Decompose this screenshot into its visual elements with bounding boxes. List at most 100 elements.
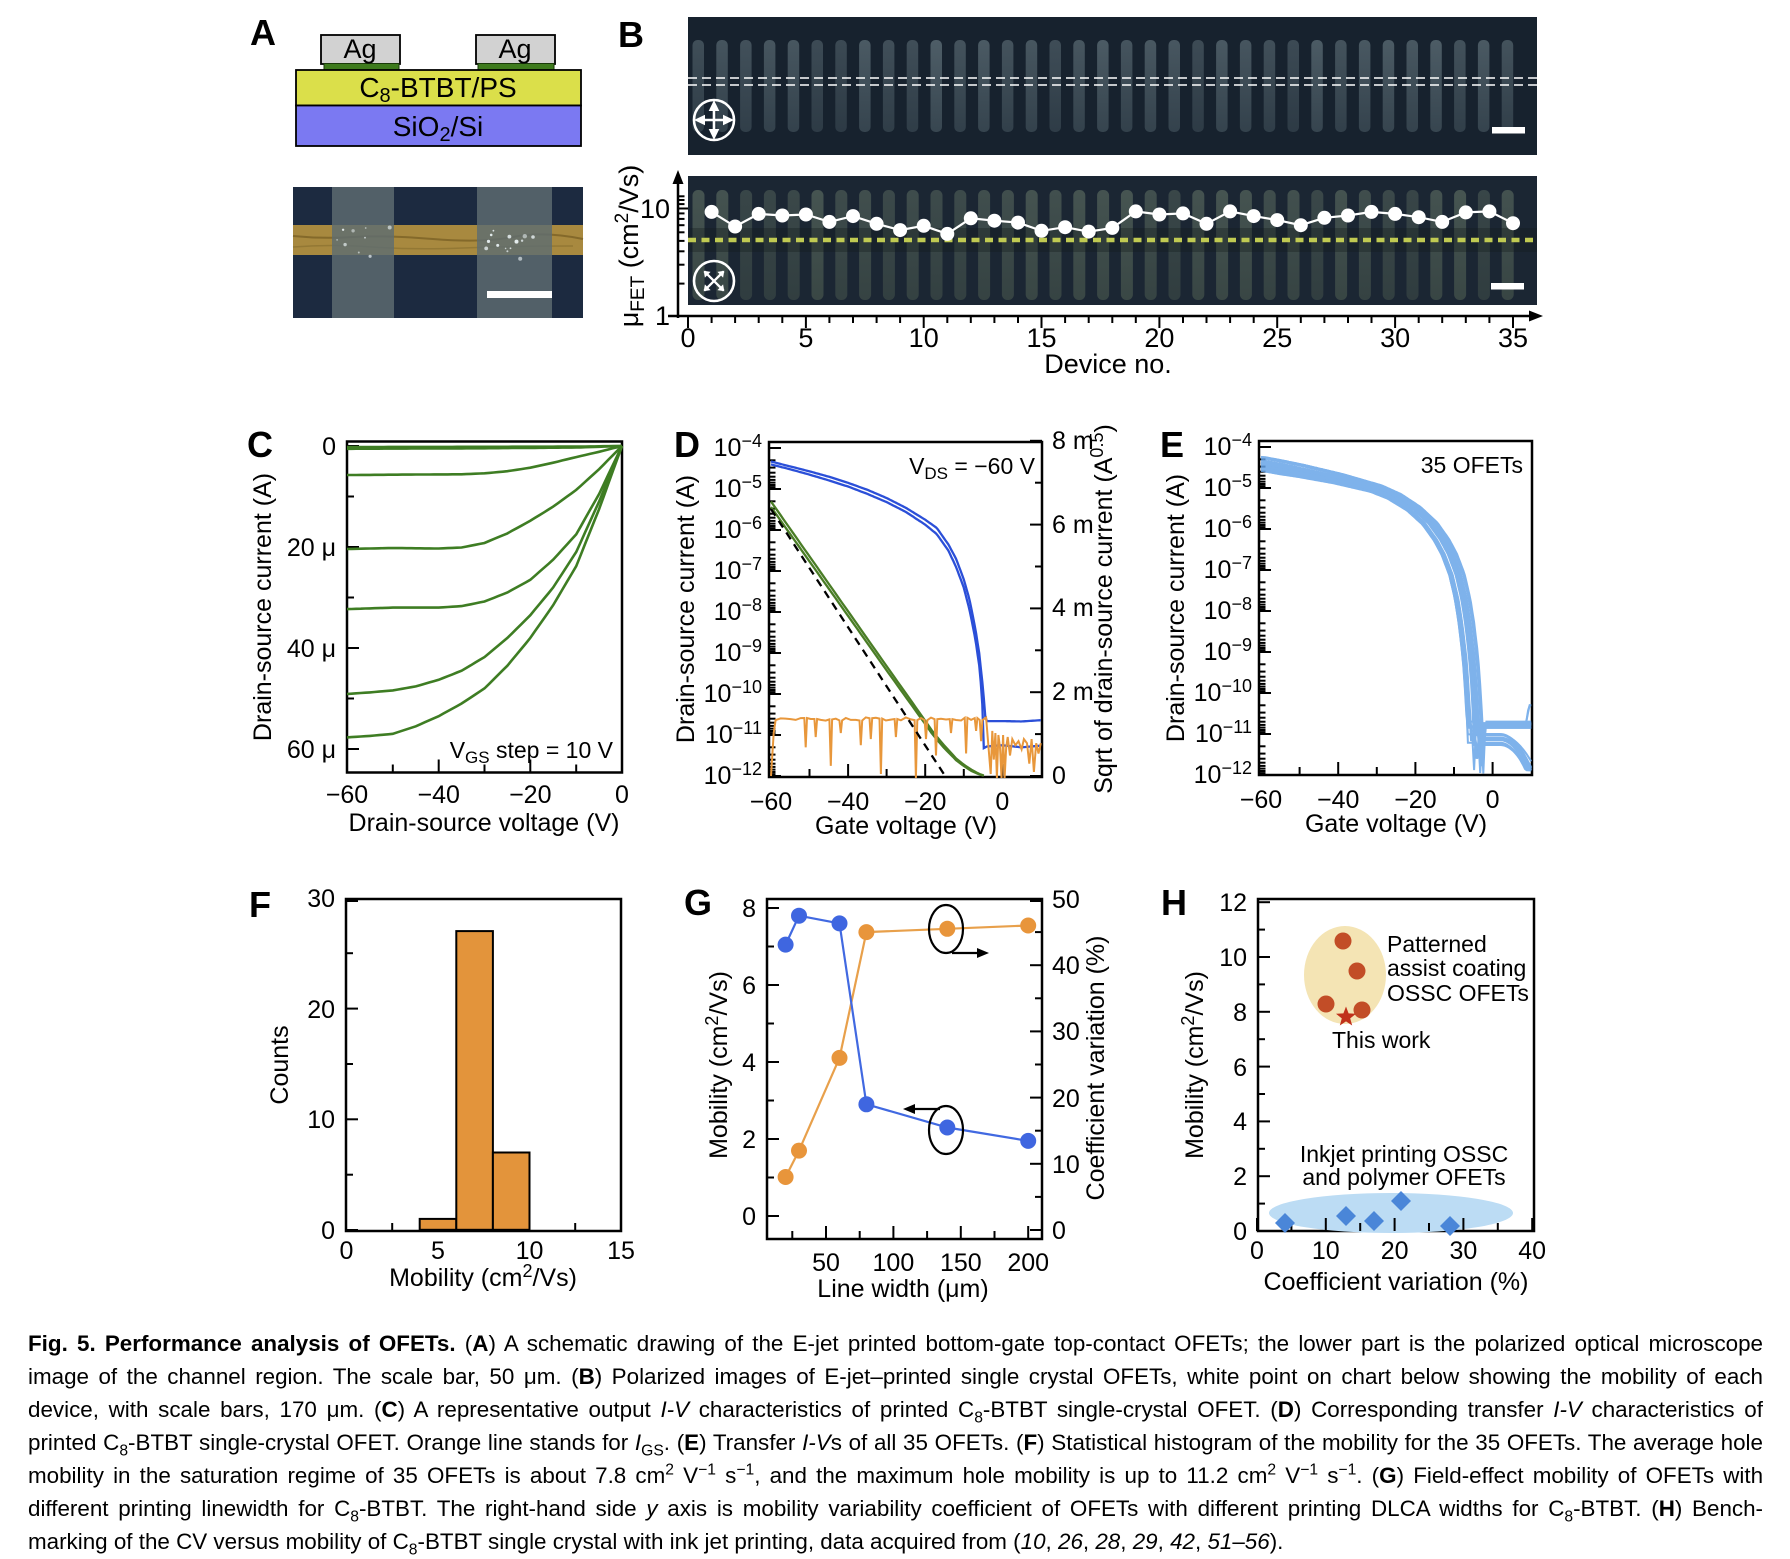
svg-text:Drain-source voltage (V): Drain-source voltage (V)	[349, 809, 620, 837]
svg-text:10−12: 10−12	[1194, 758, 1252, 789]
svg-text:Counts: Counts	[266, 1025, 294, 1104]
svg-text:10−11: 10−11	[1195, 717, 1252, 748]
svg-text:2: 2	[1233, 1163, 1247, 1191]
svg-text:Coefficient variation (%): Coefficient variation (%)	[1082, 936, 1110, 1201]
svg-text:150: 150	[940, 1249, 982, 1277]
svg-text:0: 0	[1486, 786, 1500, 814]
svg-text:Drain-source current (A): Drain-source current (A)	[249, 473, 277, 741]
svg-text:25: 25	[1262, 323, 1292, 353]
svg-text:A: A	[250, 12, 276, 53]
svg-text:−60: −60	[326, 781, 368, 809]
svg-text:60 μ: 60 μ	[287, 736, 336, 764]
svg-text:Patterned: Patterned	[1387, 931, 1487, 957]
svg-text:10: 10	[1312, 1237, 1340, 1265]
svg-text:B: B	[618, 14, 644, 55]
svg-text:10−12: 10−12	[704, 759, 762, 790]
svg-text:10−4: 10−4	[1204, 430, 1252, 461]
svg-text:H: H	[1161, 882, 1187, 923]
svg-text:5: 5	[431, 1237, 445, 1265]
svg-text:10: 10	[1052, 1151, 1080, 1179]
svg-text:−40: −40	[1317, 786, 1359, 814]
svg-text:10−10: 10−10	[1194, 676, 1252, 707]
svg-text:F: F	[249, 884, 271, 925]
svg-text:20: 20	[1144, 323, 1174, 353]
svg-text:10: 10	[516, 1237, 544, 1265]
svg-text:Inkjet printing OSSC: Inkjet printing OSSC	[1300, 1141, 1508, 1167]
svg-text:0: 0	[1052, 1217, 1066, 1245]
svg-text:30: 30	[1449, 1237, 1477, 1265]
svg-text:−40: −40	[417, 781, 459, 809]
svg-text:10−9: 10−9	[1204, 635, 1252, 666]
svg-text:30: 30	[307, 885, 335, 913]
svg-text:C: C	[247, 424, 273, 465]
svg-text:Ag: Ag	[343, 34, 376, 64]
svg-text:10−8: 10−8	[714, 595, 762, 626]
svg-text:This work: This work	[1332, 1027, 1431, 1053]
svg-text:10−9: 10−9	[714, 636, 762, 667]
svg-text:VGS step = 10 V: VGS step = 10 V	[450, 737, 614, 767]
svg-text:Mobility (cm2/Vs): Mobility (cm2/Vs)	[702, 971, 733, 1159]
svg-text:35: 35	[1498, 323, 1528, 353]
svg-text:4: 4	[742, 1049, 756, 1077]
svg-text:0: 0	[321, 1217, 335, 1245]
svg-text:10−4: 10−4	[714, 431, 762, 462]
svg-text:0: 0	[1250, 1237, 1264, 1265]
svg-text:Ag: Ag	[498, 34, 531, 64]
svg-text:Device no.: Device no.	[1044, 349, 1172, 379]
svg-text:Mobility (cm2/Vs): Mobility (cm2/Vs)	[389, 1261, 577, 1292]
svg-text:−20: −20	[1394, 786, 1436, 814]
svg-text:Coefficient variation (%): Coefficient variation (%)	[1264, 1268, 1529, 1296]
svg-text:VDS = −60 V: VDS = −60 V	[909, 453, 1036, 483]
svg-text:Drain-source current (A): Drain-source current (A)	[672, 475, 700, 743]
svg-text:20: 20	[1381, 1237, 1409, 1265]
svg-text:−40: −40	[827, 788, 869, 816]
svg-text:10: 10	[307, 1106, 335, 1134]
svg-text:and polymer OFETs: and polymer OFETs	[1302, 1164, 1505, 1190]
svg-text:10−10: 10−10	[704, 677, 762, 708]
svg-text:50: 50	[1052, 886, 1080, 914]
svg-text:20: 20	[1052, 1085, 1080, 1113]
svg-text:15: 15	[607, 1237, 635, 1265]
svg-text:200: 200	[1007, 1249, 1049, 1277]
svg-text:10: 10	[909, 323, 939, 353]
svg-text:10−5: 10−5	[1204, 471, 1252, 502]
svg-text:Gate voltage (V): Gate voltage (V)	[815, 812, 997, 840]
svg-text:40 μ: 40 μ	[287, 635, 336, 663]
svg-text:−20: −20	[904, 788, 946, 816]
svg-text:30: 30	[1052, 1018, 1080, 1046]
svg-text:5: 5	[798, 323, 813, 353]
svg-text:0: 0	[340, 1237, 354, 1265]
svg-text:8: 8	[742, 895, 756, 923]
svg-text:2 m: 2 m	[1052, 678, 1094, 706]
svg-text:D: D	[674, 424, 700, 465]
svg-text:20: 20	[307, 996, 335, 1024]
svg-text:8: 8	[1233, 999, 1247, 1027]
svg-text:4: 4	[1233, 1108, 1247, 1136]
svg-text:10−11: 10−11	[705, 718, 762, 749]
svg-text:100: 100	[873, 1249, 915, 1277]
svg-text:10−6: 10−6	[714, 513, 762, 544]
svg-text:0: 0	[995, 788, 1009, 816]
svg-text:6: 6	[1233, 1054, 1247, 1082]
svg-text:20 μ: 20 μ	[287, 534, 336, 562]
svg-text:10−8: 10−8	[1204, 594, 1252, 625]
svg-text:Sqrt of drain-source current (: Sqrt of drain-source current (A0.5)	[1087, 424, 1118, 794]
svg-text:50: 50	[812, 1249, 840, 1277]
svg-text:0: 0	[1052, 762, 1066, 790]
svg-text:12: 12	[1219, 889, 1247, 917]
svg-text:0: 0	[742, 1203, 756, 1231]
svg-text:10−7: 10−7	[714, 554, 762, 585]
svg-text:E: E	[1160, 424, 1184, 465]
svg-text:10: 10	[640, 194, 670, 224]
svg-text:μFET (cm2/Vs): μFET (cm2/Vs)	[612, 165, 649, 328]
svg-text:Mobility (cm2/Vs): Mobility (cm2/Vs)	[1178, 971, 1209, 1159]
svg-text:SiO2/Si: SiO2/Si	[393, 111, 484, 146]
svg-text:0: 0	[1233, 1218, 1247, 1246]
svg-text:Gate voltage (V): Gate voltage (V)	[1305, 810, 1487, 838]
svg-text:2: 2	[742, 1126, 756, 1154]
svg-text:G: G	[684, 882, 712, 923]
svg-text:6: 6	[742, 972, 756, 1000]
svg-text:40: 40	[1518, 1237, 1546, 1265]
svg-text:6 m: 6 m	[1052, 511, 1094, 539]
svg-text:10: 10	[1219, 944, 1247, 972]
